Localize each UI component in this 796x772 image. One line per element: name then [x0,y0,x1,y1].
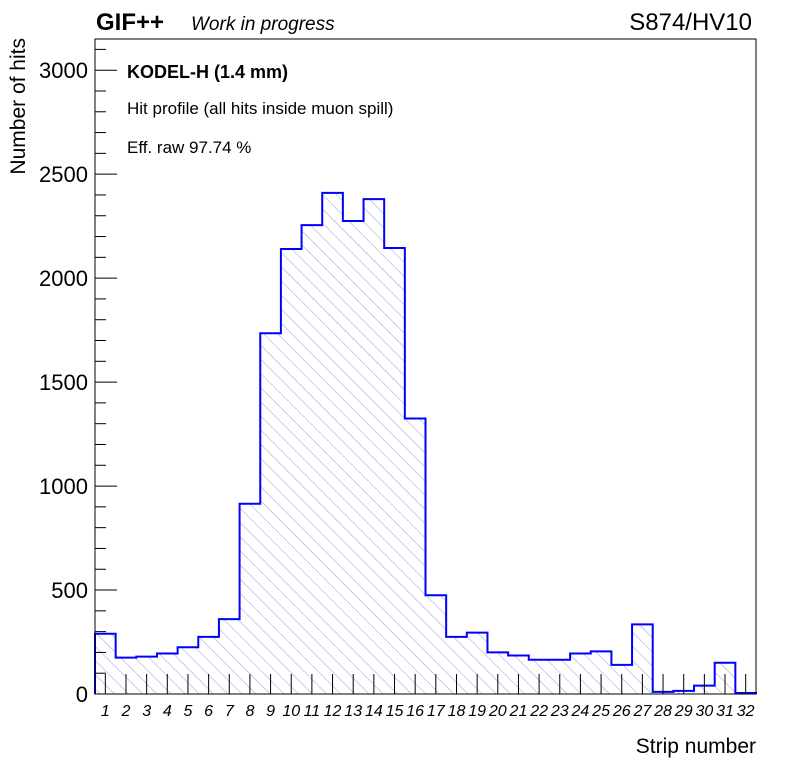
x-tick-label: 25 [591,703,610,720]
histogram-bar [280,249,302,694]
run-label: S874/HV10 [629,9,752,36]
histogram-bars [95,192,756,694]
x-tick-label: 23 [550,703,569,720]
x-tick-label: 4 [163,703,172,720]
histogram-bar [177,647,199,694]
histogram-bar [322,192,343,694]
x-tick-label: 14 [365,703,383,720]
x-tick-label: 11 [304,703,321,720]
x-tick-label: 8 [245,703,254,720]
y-tick-label: 1000 [39,474,88,499]
x-tick-label: 29 [674,703,693,720]
histogram-bar [198,636,219,694]
x-tick-label: 10 [282,703,300,720]
histogram-bar [156,653,178,694]
x-tick-label: 13 [344,703,362,720]
x-tick-label: 32 [737,703,755,720]
histogram-bar [425,595,447,694]
histogram-outline [94,191,757,694]
histogram-bar [590,651,612,694]
status-label: Work in progress [191,14,335,35]
x-tick-label: 30 [695,703,713,720]
histogram-bar [301,225,323,694]
x-tick-label: 2 [121,703,131,720]
x-tick-label: 19 [468,703,486,720]
x-tick-label: 17 [427,703,446,720]
histogram-bar [446,636,467,694]
y-tick-label: 0 [76,682,88,707]
detector-label: KODEL-H (1.4 mm) [127,62,288,82]
histogram-bar [384,247,405,694]
x-axis-title: Strip number [636,735,756,758]
y-axis-title: Number of hits [7,38,30,175]
x-tick-label: 15 [386,703,404,720]
x-tick-label: 28 [653,703,672,720]
histogram-bar [363,199,385,694]
x-tick-label: 16 [406,703,424,720]
x-tick-label: 26 [612,703,631,720]
y-tick-label: 2500 [39,162,88,187]
x-axis-ticks: 1 2 3 4 5 6 7 8 9 10 11 12 13 14 15 16 17 18 19 20 21 22 23 24 2… [101,674,755,720]
y-axis-ticks: 0 500 1000 1500 2000 2500 3000 [39,48,117,707]
x-tick-label: 27 [632,703,652,720]
x-tick-label: 20 [488,703,507,720]
histogram-bar [239,503,261,694]
experiment-label: GIF++ [96,9,164,36]
histogram-bar [218,619,240,694]
x-tick-label: 31 [716,703,734,720]
y-tick-label: 1500 [39,370,88,395]
histogram-bar [487,652,509,694]
x-tick-label: 9 [266,703,275,720]
x-tick-label: 22 [529,703,548,720]
x-tick-label: 12 [324,703,342,720]
y-tick-label: 500 [51,578,88,603]
x-tick-label: 1 [101,703,110,720]
histogram-bar [466,632,488,694]
x-tick-label: 21 [509,703,528,720]
description-label: Hit profile (all hits inside muon spill) [127,99,393,118]
histogram-bar [570,653,591,694]
x-tick-label: 24 [571,703,590,720]
x-tick-label: 6 [204,703,213,720]
histogram-bar [260,333,281,694]
x-tick-label: 3 [142,703,151,720]
x-tick-label: 7 [225,703,235,720]
histogram-bar [404,418,426,694]
y-tick-label: 3000 [39,58,88,83]
histogram-bar [95,633,116,694]
y-tick-label: 2000 [39,266,88,291]
histogram-bar [632,624,653,694]
x-tick-label: 18 [448,703,466,720]
plot-frame [94,38,757,695]
x-tick-label: 5 [184,703,193,720]
histogram-bar [342,220,364,694]
efficiency-label: Eff. raw 97.74 % [127,138,251,157]
